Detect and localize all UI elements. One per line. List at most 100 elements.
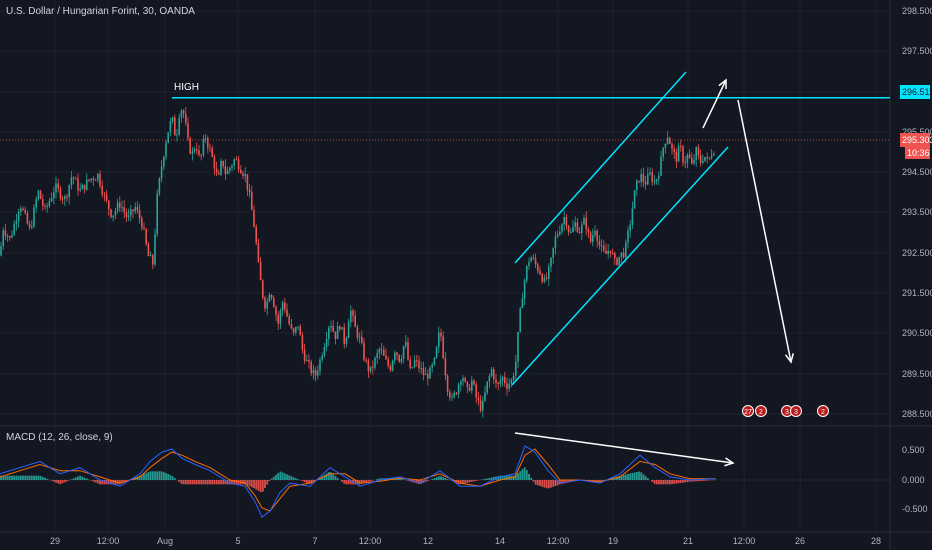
macd-histogram-bar bbox=[6, 475, 9, 480]
candle-body bbox=[616, 258, 618, 265]
high-label: HIGH bbox=[174, 82, 199, 93]
candle-body bbox=[193, 149, 196, 152]
candle-body bbox=[233, 159, 235, 166]
macd-histogram-bar bbox=[646, 478, 649, 480]
macd-histogram-bar bbox=[616, 476, 618, 480]
event-badge-count: 2 bbox=[759, 409, 763, 416]
macd-histogram-bar bbox=[682, 480, 684, 483]
candle-body bbox=[303, 349, 306, 362]
macd-histogram-bar bbox=[437, 476, 440, 480]
candle-body bbox=[156, 193, 158, 235]
macd-histogram-bar bbox=[35, 475, 38, 480]
candle-body bbox=[517, 331, 519, 362]
candle-body bbox=[596, 231, 598, 242]
price-tick-label: 293.500 bbox=[902, 207, 932, 217]
macd-histogram-bar bbox=[418, 480, 420, 485]
drawings[interactable]: HIGH 27 2 3 3 2 bbox=[172, 71, 890, 467]
event-badge bbox=[790, 405, 802, 417]
time-axis[interactable]: 29 12:00 Aug 5 7 12:00 12 14 12:00 19 21 12:00 26 28 bbox=[50, 536, 881, 546]
macd-histogram-bar bbox=[158, 471, 161, 480]
candle-body bbox=[110, 209, 112, 218]
candle-body bbox=[277, 314, 279, 324]
candle-body bbox=[323, 346, 326, 356]
candle-body bbox=[59, 188, 62, 199]
macd-histogram-bar bbox=[61, 480, 64, 484]
macd-histogram-bar bbox=[50, 480, 53, 481]
candle-body bbox=[169, 121, 172, 133]
candle-body bbox=[191, 151, 194, 154]
candle-body bbox=[72, 177, 75, 179]
candle-body bbox=[501, 376, 504, 381]
candle-body bbox=[163, 156, 165, 167]
macd-histogram-bar bbox=[464, 480, 467, 484]
macd-histogram-bar bbox=[660, 480, 662, 485]
price-tick-label: 289.500 bbox=[902, 369, 932, 379]
price-candles bbox=[0, 106, 715, 418]
candle-body bbox=[581, 224, 583, 234]
macd-histogram-bar bbox=[688, 480, 691, 482]
candle-body bbox=[486, 381, 488, 393]
macd-histogram-bar bbox=[442, 477, 445, 480]
macd-histogram-bar bbox=[686, 480, 689, 483]
candle-body bbox=[53, 192, 55, 198]
candle-body bbox=[48, 201, 51, 206]
candle-body bbox=[394, 352, 396, 361]
candle-body bbox=[438, 332, 440, 348]
candle-body bbox=[339, 326, 341, 330]
macd-histogram-bar bbox=[376, 479, 379, 480]
candle-body bbox=[132, 209, 134, 212]
macd-histogram-bar bbox=[17, 475, 20, 480]
candle-body bbox=[627, 230, 629, 243]
candle-body bbox=[178, 117, 180, 135]
candle-body bbox=[231, 165, 233, 168]
candle-body bbox=[453, 392, 455, 397]
macd-histogram-bar bbox=[563, 480, 566, 484]
candle-body bbox=[614, 253, 616, 259]
macd-line bbox=[0, 445, 717, 518]
macd-histogram-bar bbox=[651, 480, 654, 482]
macd-histogram-bar bbox=[222, 480, 225, 485]
macd-histogram-bar bbox=[517, 473, 519, 480]
candle-body bbox=[369, 366, 372, 372]
macd-histogram-bar bbox=[673, 480, 676, 484]
candle-body bbox=[176, 134, 178, 136]
candle-body bbox=[319, 359, 321, 371]
candle-body bbox=[629, 224, 631, 231]
time-tick-label: 19 bbox=[608, 536, 618, 546]
macd-histogram-bar bbox=[380, 478, 383, 480]
macd-histogram-bar bbox=[204, 480, 207, 485]
candle-body bbox=[125, 212, 128, 217]
candle-body bbox=[244, 174, 246, 176]
macd-histogram-bar bbox=[525, 470, 528, 480]
candle-body bbox=[710, 155, 713, 158]
candle-body bbox=[444, 358, 447, 376]
candle-body bbox=[26, 212, 29, 224]
candle-body bbox=[400, 358, 403, 362]
candle-body bbox=[127, 215, 130, 217]
macd-histogram-bar bbox=[250, 480, 253, 488]
candle-body bbox=[592, 235, 594, 242]
candle-body bbox=[418, 360, 420, 369]
candle-body bbox=[669, 137, 671, 144]
macd-histogram-bar bbox=[321, 476, 324, 480]
candle-body bbox=[94, 179, 97, 181]
macd-histogram-bar bbox=[26, 475, 29, 480]
macd-histogram-bar bbox=[444, 478, 447, 480]
candle-body bbox=[209, 147, 211, 149]
candle-body bbox=[134, 207, 136, 212]
macd-histogram-bar bbox=[13, 475, 16, 480]
macd-histogram-bar bbox=[66, 480, 68, 482]
candle-body bbox=[684, 162, 686, 164]
macd-tick-label: 0.500 bbox=[902, 445, 925, 455]
candle-body bbox=[46, 205, 48, 207]
candle-body bbox=[138, 210, 141, 219]
macd-histogram-bar bbox=[514, 474, 517, 480]
candle-body bbox=[114, 210, 117, 216]
candle-body bbox=[105, 194, 108, 201]
candle-body bbox=[13, 223, 15, 235]
candle-body bbox=[398, 354, 400, 362]
candle-body bbox=[15, 220, 18, 224]
candle-body bbox=[149, 255, 152, 257]
